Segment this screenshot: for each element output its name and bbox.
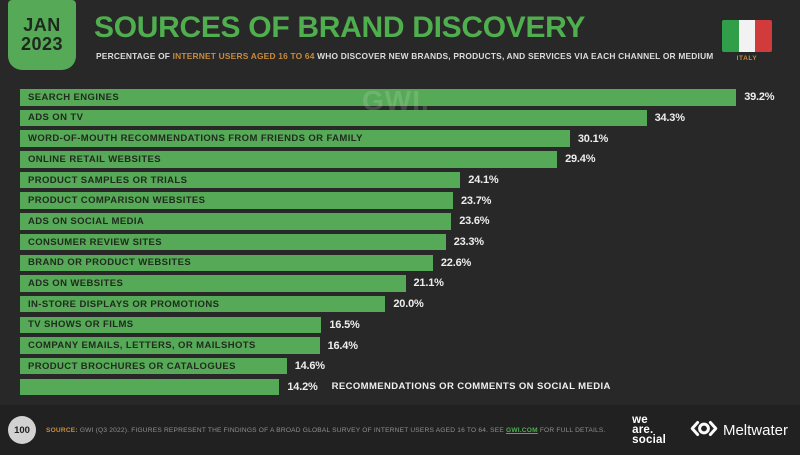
source-text: GWI (Q3 2022). FIGURES REPRESENT THE FIN… [77,426,506,434]
bar-value: 23.7% [461,194,492,207]
bar-value: 23.3% [453,236,484,249]
chart-row: WORD-OF-MOUTH RECOMMENDATIONS FROM FRIEN… [20,130,780,147]
flag-green-band [722,20,739,52]
page-title: SOURCES OF BRAND DISCOVERY [94,11,586,44]
bar-value: 16.4% [327,339,358,352]
bar-label: ADS ON WEBSITES [28,277,124,289]
bar-label: PRODUCT BROCHURES OR CATALOGUES [28,360,236,372]
we-are-social-line: are. [632,424,654,436]
date-month: JAN [23,15,61,35]
bar-label: ONLINE RETAIL WEBSITES [28,153,162,165]
source-label: SOURCE: [46,426,78,434]
chart-row: TV SHOWS OR FILMS 16.5% [20,316,780,334]
bar: ADS ON TV [20,109,647,127]
subtitle-pre: PERCENTAGE OF [96,51,173,61]
flag-red-band [755,20,772,52]
chart-row: 14.2% RECOMMENDATIONS OR COMMENTS ON SOCI… [20,378,780,396]
bar: IN-STORE DISPLAYS OR PROMOTIONS [20,295,386,313]
bar: ADS ON SOCIAL MEDIA [20,213,452,230]
chart-row: ONLINE RETAIL WEBSITES 29.4% [20,151,780,168]
bar: WORD-OF-MOUTH RECOMMENDATIONS FROM FRIEN… [20,130,570,147]
bar-value: 21.1% [413,277,444,290]
bar: SEARCH ENGINES [20,89,737,106]
bar [20,378,280,396]
chart-row: CONSUMER REVIEW SITES 23.3% [20,233,780,251]
italy-flag-icon [722,20,772,52]
bar: PRODUCT BROCHURES OR CATALOGUES [20,357,287,375]
bar: ADS ON WEBSITES [20,275,406,292]
chart-row: ADS ON SOCIAL MEDIA 23.6% [20,213,780,230]
bar-value: 16.5% [329,318,360,331]
bar-value: 30.1% [577,132,609,145]
subtitle-post: WHO DISCOVER NEW BRANDS, PRODUCTS, AND S… [314,51,714,61]
meltwater-logo: Meltwater [690,420,788,441]
bar-label: WORD-OF-MOUTH RECOMMENDATIONS FROM FRIEN… [28,133,363,145]
bar-label: COMPANY EMAILS, LETTERS, OR MAILSHOTS [28,340,256,351]
bar-value: 14.2% [287,380,318,393]
bar: PRODUCT SAMPLES OR TRIALS [20,171,461,189]
chart-row: COMPANY EMAILS, LETTERS, OR MAILSHOTS 16.… [20,337,780,354]
bar: COMPANY EMAILS, LETTERS, OR MAILSHOTS [20,337,320,354]
bar-label: SEARCH ENGINES [28,91,120,103]
chart-row: ADS ON TV 34.3% [20,109,780,127]
bar-chart: SEARCH ENGINES 39.2% ADS ON TV 34.3% WORD-OF… [20,89,780,399]
footer-bar: 100 SOURCE: GWI (Q3 2022). FIGURES REPRE… [0,405,800,455]
meltwater-eye-icon [690,420,718,441]
bar: PRODUCT COMPARISON WEBSITES [20,192,453,209]
bar-label: IN-STORE DISPLAYS OR PROMOTIONS [28,298,220,310]
we-are-social-line: we [632,414,648,426]
bar-value: 20.0% [393,298,424,311]
we-are-social-line: social [632,434,666,446]
bar-value: 39.2% [744,91,775,104]
chart-row: BRAND OR PRODUCT WEBSITES 22.6% [20,254,780,271]
bar-label: CONSUMER REVIEW SITES [28,236,163,248]
bar-label: PRODUCT SAMPLES OR TRIALS [28,174,188,186]
page-number-badge: 100 [8,416,36,444]
date-badge: JAN 2023 [8,0,76,70]
bar: ONLINE RETAIL WEBSITES [20,151,558,168]
bar: TV SHOWS OR FILMS [20,316,322,334]
bar-value: 14.6% [294,360,325,373]
source-note: SOURCE: GWI (Q3 2022). FIGURES REPRESENT… [46,427,632,434]
bar-value: 29.4% [565,153,596,166]
footer-logos: we are. social Meltwater [632,414,788,446]
chart-row: PRODUCT SAMPLES OR TRIALS 24.1% [20,171,780,189]
chart-row: ADS ON WEBSITES 21.1% [20,275,780,292]
bar-value: 34.3% [654,111,685,124]
bar-label: ADS ON TV [28,112,84,124]
gwi-watermark: GWI. [362,85,430,116]
meltwater-wordmark: Meltwater [722,421,788,439]
page-subtitle: PERCENTAGE OF INTERNET USERS AGED 16 TO … [96,51,714,61]
chart-row: SEARCH ENGINES 39.2% [20,89,780,106]
bar: BRAND OR PRODUCT WEBSITES [20,254,433,271]
flag-white-band [738,20,756,52]
bar-label: TV SHOWS OR FILMS [28,319,134,331]
bar-value: 24.1% [468,174,499,186]
bar-label: PRODUCT COMPARISON WEBSITES [28,195,206,207]
date-year: 2023 [20,34,64,54]
bar-value: 22.6% [440,256,472,269]
bar-label: BRAND OR PRODUCT WEBSITES [28,257,192,269]
chart-row: PRODUCT BROCHURES OR CATALOGUES 14.6% [20,357,780,375]
country-label: ITALY [736,55,758,62]
we-are-social-logo: we are. social [632,414,666,446]
chart-row: PRODUCT COMPARISON WEBSITES 23.7% [20,192,780,209]
bar-label: ADS ON SOCIAL MEDIA [28,215,145,227]
bar: CONSUMER REVIEW SITES [20,233,446,251]
bar-value: 23.6% [459,215,490,228]
bar-label-outside: RECOMMENDATIONS OR COMMENTS ON SOCIAL ME… [331,381,611,393]
chart-row: IN-STORE DISPLAYS OR PROMOTIONS 20.0% [20,295,780,313]
subtitle-highlight: INTERNET USERS AGED 16 TO 64 [172,51,315,61]
gwi-link[interactable]: GWI.COM [505,426,538,434]
source-suffix: FOR FULL DETAILS. [537,426,606,434]
